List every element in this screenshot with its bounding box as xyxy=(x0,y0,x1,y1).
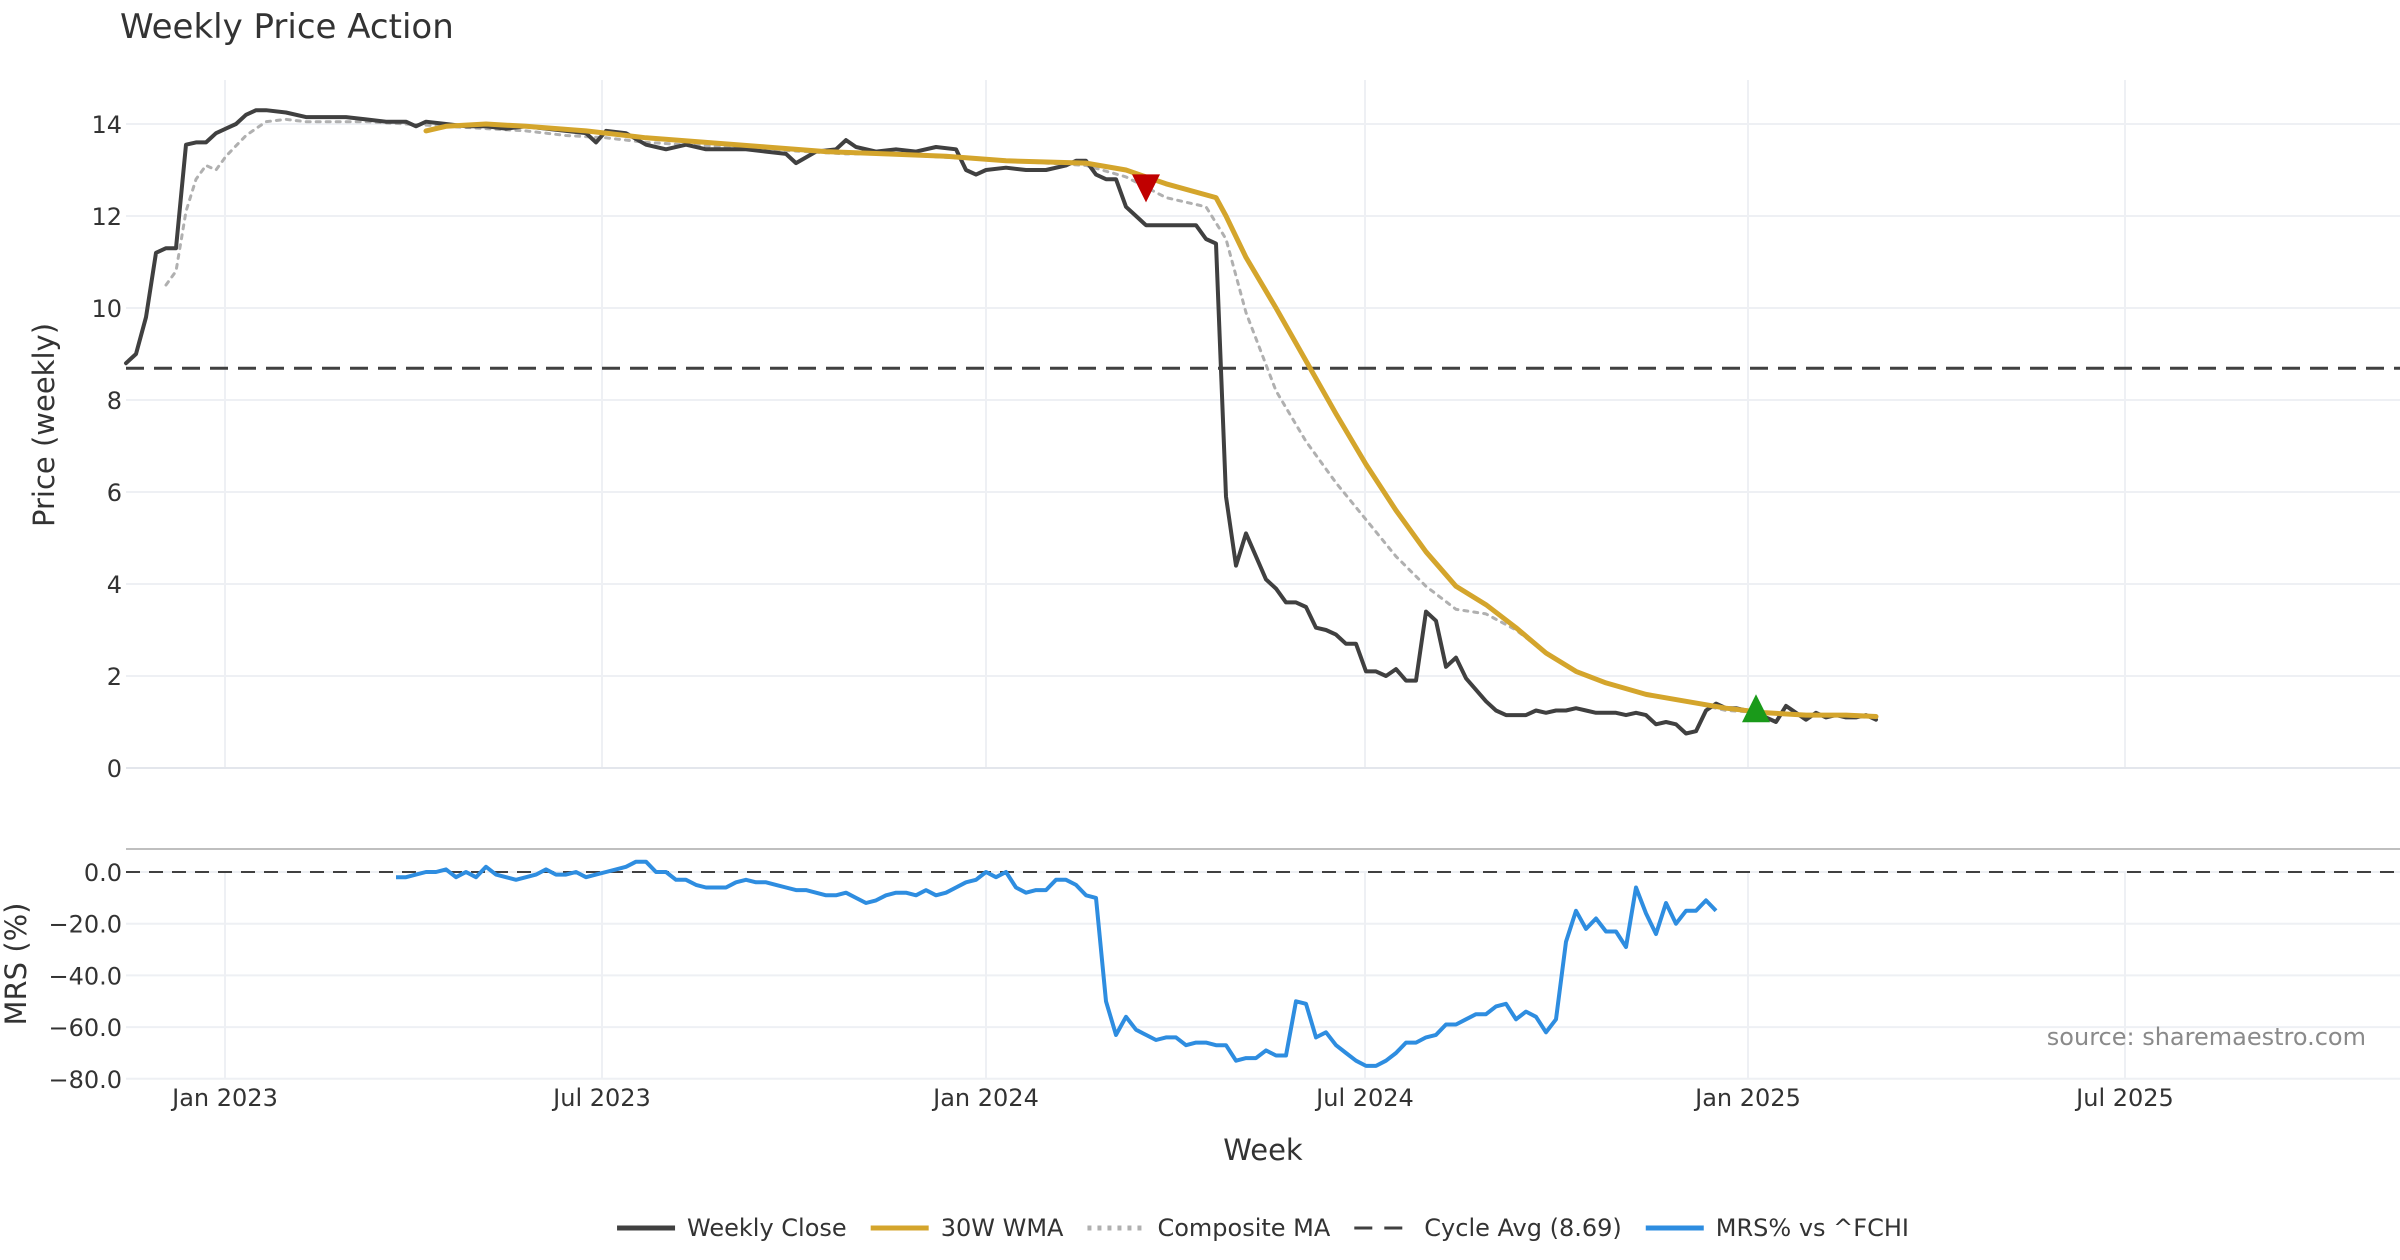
price-grid xyxy=(126,80,2400,769)
series-mrs-vs-fchi xyxy=(396,859,1718,1068)
legend-item: Weekly Close xyxy=(617,1214,847,1242)
mrs-y-tick-label: −40.0 xyxy=(48,962,122,990)
mrs-y-tick-label: −60.0 xyxy=(48,1014,122,1042)
price-y-tick-label: 6 xyxy=(107,479,122,507)
series-layer xyxy=(124,108,2400,1068)
series-composite-ma xyxy=(164,117,1878,719)
price-y-tick-label: 8 xyxy=(107,387,122,415)
legend-label: MRS% vs ^FCHI xyxy=(1716,1214,1909,1242)
legend-item: Composite MA xyxy=(1087,1214,1331,1242)
series-30w-wma xyxy=(423,121,1879,719)
legend-label: Composite MA xyxy=(1157,1214,1330,1242)
x-tick-label: Jan 2023 xyxy=(170,1084,278,1112)
mrs-y-tick-label: −20.0 xyxy=(48,911,122,939)
price-y-tick-label: 10 xyxy=(91,295,122,323)
marker-layer xyxy=(1132,174,1770,723)
source-annotation: source: sharemaestro.com xyxy=(2047,1023,2366,1051)
mrs-y-tick-label: −80.0 xyxy=(48,1066,122,1094)
price-y-tick-label: 0 xyxy=(107,755,122,783)
buy-signal-marker xyxy=(1742,694,1770,723)
x-axis-label: Week xyxy=(1223,1133,1303,1167)
x-tick-label: Jul 2025 xyxy=(2074,1084,2174,1112)
legend-item: Cycle Avg (8.69) xyxy=(1354,1214,1622,1242)
chart-title: Weekly Price Action xyxy=(120,7,454,47)
x-tick-label: Jul 2024 xyxy=(1314,1084,1414,1112)
legend-item: 30W WMA xyxy=(870,1214,1064,1242)
legend-label: Weekly Close xyxy=(687,1214,847,1242)
mrs-y-tick-label: 0.0 xyxy=(84,859,122,887)
legend-label: Cycle Avg (8.69) xyxy=(1424,1214,1621,1242)
price-y-tick-label: 4 xyxy=(107,571,122,599)
price-y-tick-label: 12 xyxy=(91,203,122,231)
series-weekly-close xyxy=(124,108,1878,736)
legend-item: MRS% vs ^FCHI xyxy=(1645,1214,1909,1242)
legend-label: 30W WMA xyxy=(941,1214,1064,1242)
price-y-axis-label: Price (weekly) xyxy=(27,323,61,527)
mrs-y-axis-label: MRS (%) xyxy=(0,903,33,1026)
price-y-tick-label: 2 xyxy=(107,663,122,691)
legend: Weekly Close 30W WMA Composite MA Cycle Avg… xyxy=(617,1214,1909,1242)
x-tick-label: Jan 2025 xyxy=(1693,1084,1801,1112)
tick-layer: 0 2 4 6 8 10 12 14 0.0 −20.0 −40.0 −60.0 −80.0 Jan 20… xyxy=(48,111,2173,1112)
price-y-tick-label: 14 xyxy=(91,111,122,139)
sell-signal-marker xyxy=(1132,174,1160,203)
x-tick-label: Jul 2023 xyxy=(551,1084,651,1112)
x-tick-label: Jan 2024 xyxy=(931,1084,1039,1112)
